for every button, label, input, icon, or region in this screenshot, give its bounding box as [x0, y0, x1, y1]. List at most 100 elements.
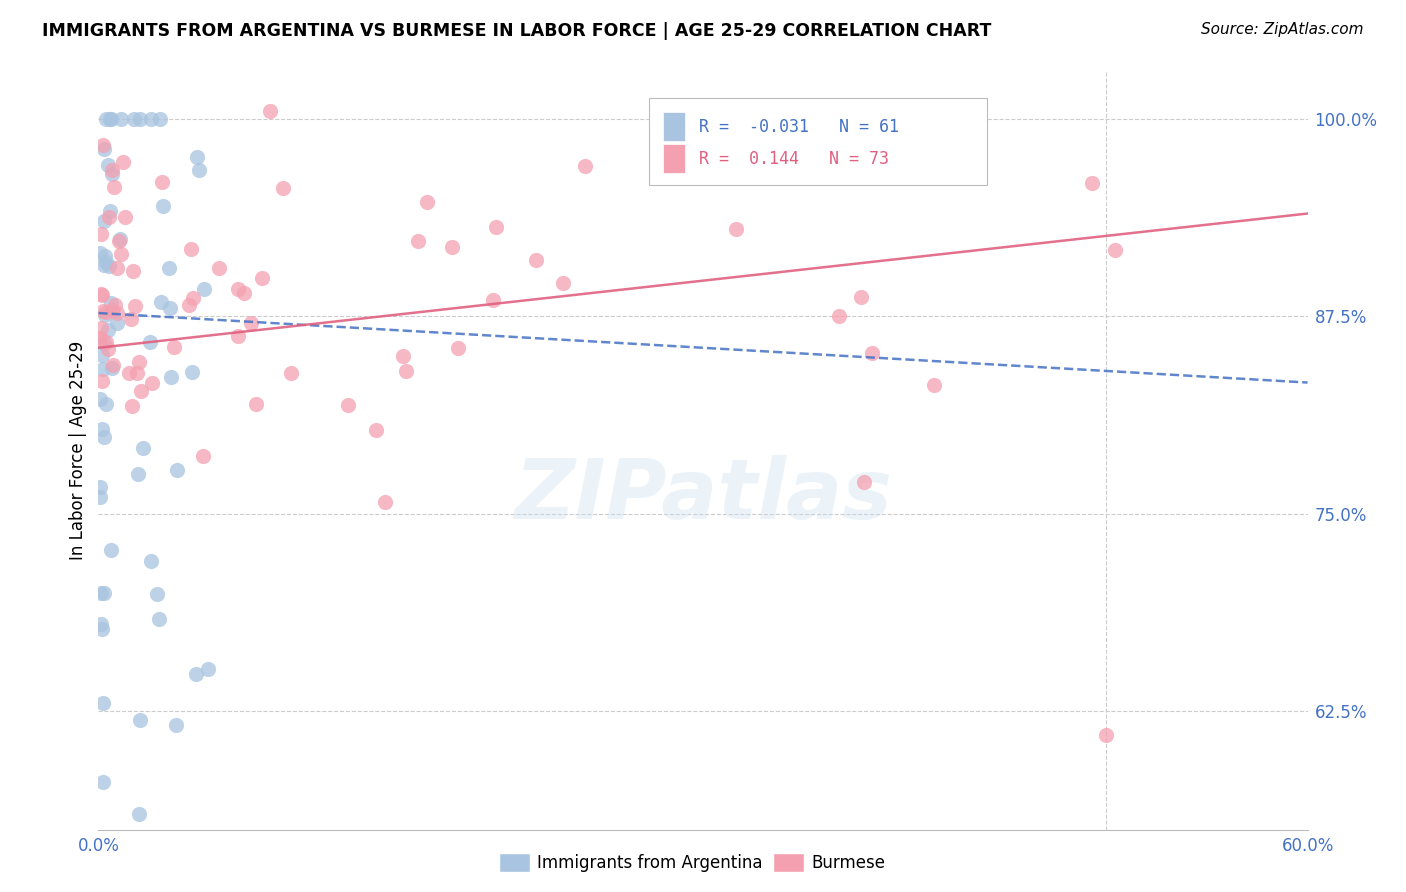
Text: R =  0.144   N = 73: R = 0.144 N = 73 [699, 150, 890, 168]
Point [112, 154, 135, 169]
Point [90, 617, 112, 632]
Point [89, 392, 111, 407]
Point [128, 355, 150, 369]
Point [374, 495, 396, 509]
Point [1095, 728, 1118, 742]
Point [91, 696, 114, 710]
Point [180, 365, 202, 379]
Point [163, 340, 186, 354]
Point [97, 323, 120, 337]
Point [128, 806, 150, 821]
Point [337, 398, 360, 412]
Point [860, 345, 883, 359]
Point [551, 276, 574, 290]
Point [524, 253, 547, 268]
Point [148, 612, 170, 626]
Point [141, 554, 163, 568]
Point [94, 249, 117, 263]
Point [150, 175, 173, 189]
Point [94, 254, 117, 268]
Point [96, 305, 118, 319]
Text: Burmese: Burmese [811, 854, 886, 871]
Point [118, 367, 141, 381]
Point [922, 377, 945, 392]
Point [100, 543, 122, 558]
Point [129, 112, 152, 126]
Point [91, 775, 114, 789]
Point [93, 430, 115, 444]
Point [90, 321, 112, 335]
Bar [664, 145, 685, 173]
Point [120, 312, 142, 326]
Point [441, 240, 464, 254]
Point [107, 316, 129, 330]
Point [233, 286, 256, 301]
Point [124, 299, 146, 313]
Point [100, 361, 122, 376]
Point [110, 112, 132, 126]
Point [1104, 244, 1126, 258]
Point [100, 112, 122, 126]
Point [193, 449, 215, 463]
Point [152, 199, 174, 213]
Point [724, 222, 747, 236]
Point [853, 475, 876, 489]
Point [122, 264, 145, 278]
Point [89, 332, 111, 346]
Point [101, 163, 124, 178]
Point [149, 112, 172, 126]
Point [132, 441, 155, 455]
Point [93, 214, 115, 228]
Point [93, 585, 115, 599]
Point [239, 316, 262, 330]
Point [364, 423, 387, 437]
Point [127, 467, 149, 482]
FancyBboxPatch shape [648, 98, 987, 186]
Point [89, 490, 111, 504]
Point [828, 309, 851, 323]
Point [125, 366, 148, 380]
Point [180, 242, 202, 256]
Point [416, 195, 439, 210]
Point [208, 261, 231, 276]
Point [181, 291, 204, 305]
Point [93, 362, 115, 376]
Point [90, 348, 112, 362]
Point [193, 281, 215, 295]
Point [179, 298, 201, 312]
Point [129, 384, 152, 398]
Point [574, 159, 596, 173]
Point [108, 232, 131, 246]
Point [103, 358, 125, 372]
Text: Source: ZipAtlas.com: Source: ZipAtlas.com [1201, 22, 1364, 37]
Point [94, 112, 117, 126]
Point [94, 308, 117, 322]
Point [89, 331, 111, 345]
Point [159, 301, 181, 315]
Point [682, 112, 704, 127]
Point [89, 480, 111, 494]
Point [139, 334, 162, 349]
Point [447, 341, 470, 355]
Point [392, 349, 415, 363]
Point [141, 376, 163, 390]
Point [104, 298, 127, 312]
Point [90, 287, 112, 301]
Point [110, 247, 132, 261]
Point [94, 334, 117, 349]
Point [108, 234, 131, 248]
Point [90, 585, 112, 599]
Point [245, 397, 267, 411]
Point [122, 112, 145, 126]
Point [139, 112, 162, 126]
Point [226, 328, 249, 343]
Point [97, 260, 120, 274]
Point [187, 163, 209, 178]
Text: IMMIGRANTS FROM ARGENTINA VS BURMESE IN LABOR FORCE | AGE 25-29 CORRELATION CHAR: IMMIGRANTS FROM ARGENTINA VS BURMESE IN … [42, 22, 991, 40]
Point [184, 667, 207, 681]
Point [90, 422, 112, 436]
Y-axis label: In Labor Force | Age 25-29: In Labor Force | Age 25-29 [69, 341, 87, 560]
Point [252, 271, 274, 285]
Point [482, 293, 505, 308]
Point [90, 288, 112, 302]
